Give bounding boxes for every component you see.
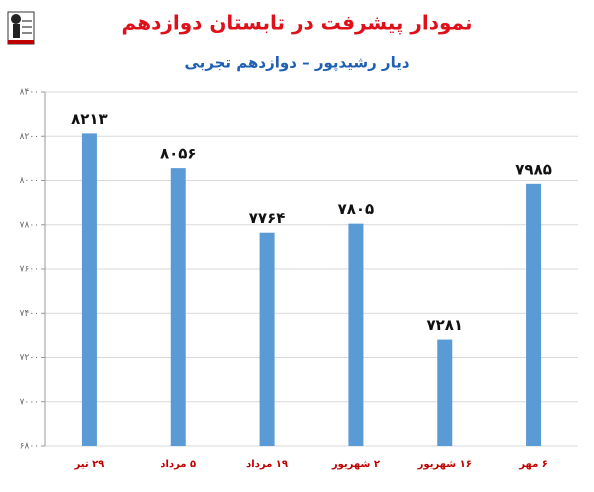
x-tick-label: ۱۹ مرداد — [246, 459, 288, 470]
y-tick-label: ۶۸۰۰ — [20, 442, 39, 452]
value-label: ۷۹۸۵ — [515, 160, 552, 178]
bar — [259, 232, 275, 446]
y-tick-label: ۸۴۰۰ — [20, 88, 39, 98]
bar — [348, 223, 364, 446]
y-tick-label: ۷۸۰۰ — [20, 220, 39, 230]
bar — [437, 339, 453, 446]
chart-title: نمودار پیشرفت در تابستان دوازدهم — [122, 11, 473, 36]
y-tick-label: ۸۰۰۰ — [20, 176, 39, 186]
y-tick-label: ۷۰۰۰ — [20, 397, 39, 407]
x-tick-label: ۶ مهر — [518, 459, 548, 470]
y-tick-label: ۷۲۰۰ — [20, 353, 39, 363]
y-tick-label: ۷۶۰۰ — [20, 265, 39, 275]
value-label: ۷۸۰۵ — [338, 200, 375, 218]
x-tick-label: ۱۶ شهریور — [417, 459, 472, 470]
logo — [7, 11, 35, 45]
value-label: ۷۷۶۴ — [249, 209, 286, 227]
x-tick-label: ۲۹ تیر — [74, 459, 105, 470]
value-label: ۸۰۵۶ — [160, 145, 197, 163]
x-tick-label: ۲ شهریور — [331, 459, 380, 470]
chart-subtitle: دیار رشیدپور – دوازدهم تجربی — [184, 54, 409, 73]
y-tick-label: ۸۲۰۰ — [20, 132, 39, 142]
y-tick-label: ۷۴۰۰ — [20, 309, 39, 319]
value-label: ۷۲۸۱ — [426, 316, 463, 334]
value-label: ۸۲۱۳ — [71, 110, 108, 128]
bar — [526, 183, 542, 446]
x-tick-label: ۵ مرداد — [160, 459, 196, 470]
bar — [81, 133, 97, 446]
bar — [170, 168, 186, 447]
